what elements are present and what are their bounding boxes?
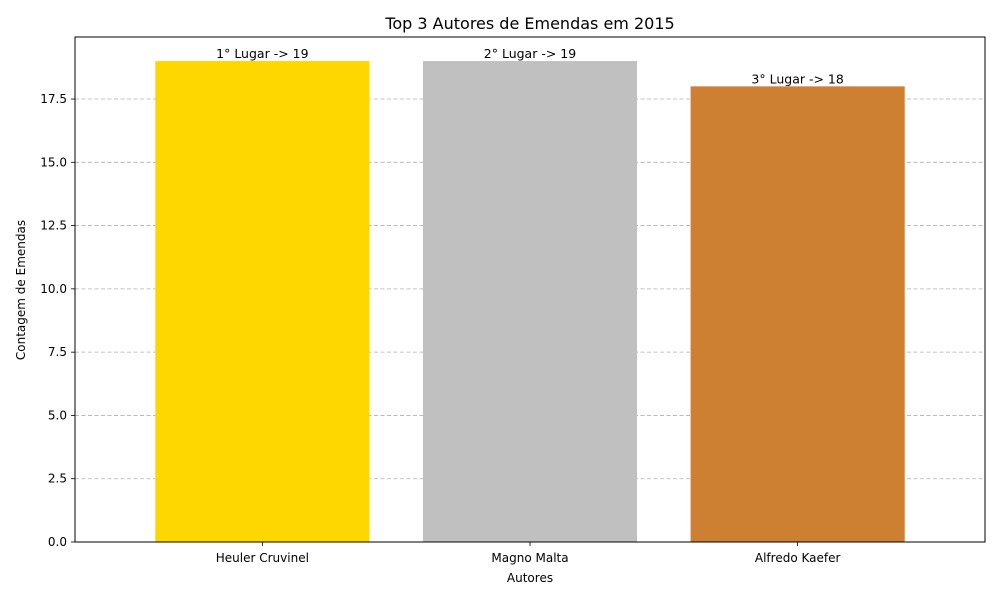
data-labels: 1° Lugar -> 19 2° Lugar -> 19 3° Lugar -> … xyxy=(216,46,844,86)
bar xyxy=(155,61,370,543)
bar xyxy=(690,86,905,542)
y-tick-label: 12.5 xyxy=(40,219,67,233)
data-label: 2° Lugar -> 19 xyxy=(484,46,576,61)
y-tick-label: 17.5 xyxy=(40,92,67,106)
x-tick-label: Alfredo Kaefer xyxy=(755,551,841,565)
data-label: 1° Lugar -> 19 xyxy=(216,46,308,61)
y-tick-label: 7.5 xyxy=(48,345,67,359)
x-tick-label: Heuler Cruvinel xyxy=(216,551,309,565)
x-axis-label: Autores xyxy=(507,571,553,585)
y-axis-ticks: 0.0 2.5 5.0 7.5 10.0 12.5 15.0 17.5 xyxy=(40,92,75,549)
y-tick-label: 2.5 xyxy=(48,472,67,486)
plot-frame xyxy=(74,36,986,543)
y-tick-label: 0.0 xyxy=(48,535,67,549)
chart-title: Top 3 Autores de Emendas em 2015 xyxy=(384,14,674,33)
y-axis-label: Contagem de Emendas xyxy=(14,220,28,360)
y-tick-label: 15.0 xyxy=(40,155,67,169)
y-tick-label: 5.0 xyxy=(48,408,67,422)
bars xyxy=(155,61,905,543)
data-label: 3° Lugar -> 18 xyxy=(751,71,843,86)
y-tick-label: 10.0 xyxy=(40,282,67,296)
bar xyxy=(422,61,638,543)
x-axis-ticks: Heuler Cruvinel Magno Malta Alfredo Kaefer xyxy=(216,542,841,565)
x-tick-label: Magno Malta xyxy=(491,551,568,565)
